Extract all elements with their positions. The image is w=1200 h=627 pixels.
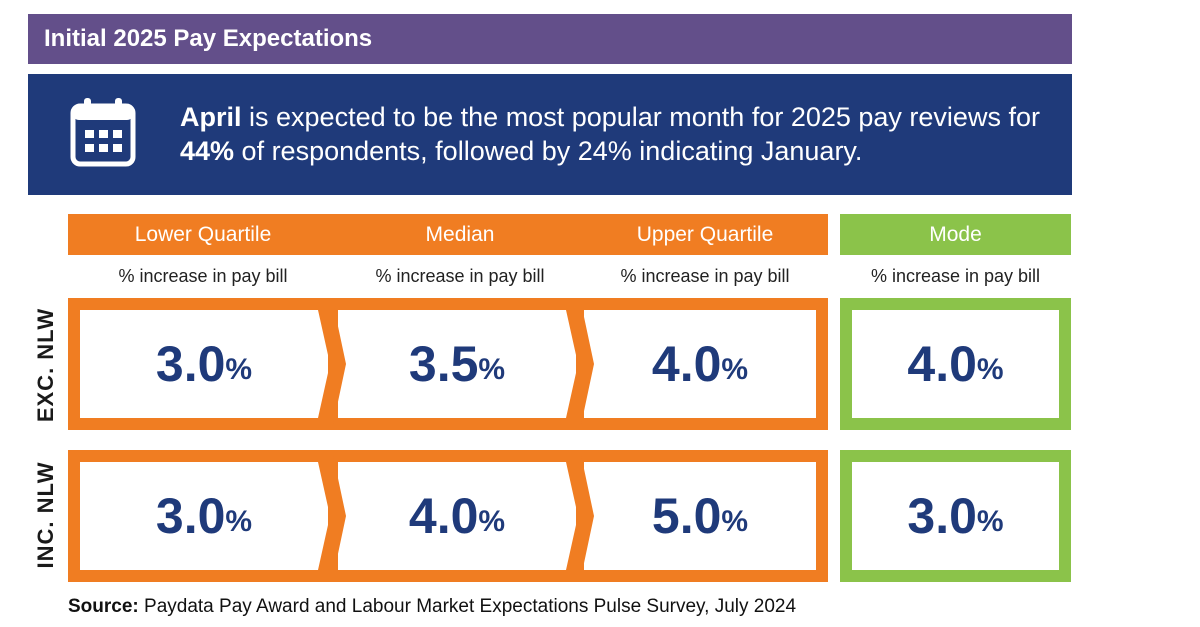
row-label-inc-nlw-text: INC. NLW xyxy=(33,461,58,569)
banner-percent: 44% xyxy=(180,136,235,166)
value-inc-median: 4.0% xyxy=(338,462,576,570)
header-median: Median xyxy=(338,214,582,255)
value-inc-lower-quartile: 3.0% xyxy=(80,462,328,570)
banner-text-part2: of respondents, followed by 24% indicati… xyxy=(234,136,863,166)
row-label-inc-nlw: INC. NLW xyxy=(24,450,68,580)
header-mode: Mode xyxy=(840,214,1071,255)
value-inc-upper-quartile: 5.0% xyxy=(584,462,816,570)
value-number: 4.0 xyxy=(907,336,977,392)
row-exc-nlw-quartiles: 3.0% 3.5% 4.0% xyxy=(68,298,828,430)
value-number: 3.0 xyxy=(155,488,226,544)
source-text: Paydata Pay Award and Labour Market Expe… xyxy=(138,596,797,617)
banner-month: April xyxy=(180,102,242,132)
calendar-icon xyxy=(70,98,136,167)
row-inc-nlw-quartiles: 3.0% 4.0% 5.0% xyxy=(68,450,828,582)
sub-label-upper-quartile: % increase in pay bill xyxy=(620,266,790,286)
sub-label-mode: % increase in pay bill xyxy=(870,266,1041,286)
value-number: 3.0 xyxy=(907,488,977,544)
percent-sign: % xyxy=(721,505,749,538)
header-lower-quartile: Lower Quartile xyxy=(68,214,338,255)
value-number: 4.0 xyxy=(651,336,722,392)
chevron-divider-icon xyxy=(566,298,594,430)
row-inc-nlw-mode: 3.0% xyxy=(840,450,1071,582)
sub-label-lower-quartile: % increase in pay bill xyxy=(118,266,288,286)
row-label-exc-nlw-text: EXC. NLW xyxy=(33,307,58,423)
row-exc-nlw-mode: 4.0% xyxy=(840,298,1071,430)
value-inc-mode: 3.0% xyxy=(852,462,1059,570)
row-label-exc-nlw: EXC. NLW xyxy=(24,300,68,430)
percent-sign: % xyxy=(976,353,1004,386)
source-label: Source: xyxy=(68,596,139,617)
percent-sign: % xyxy=(225,505,253,538)
source-note: Source: Paydata Pay Award and Labour Mar… xyxy=(68,596,796,618)
page-title: Initial 2025 Pay Expectations xyxy=(28,14,1072,64)
value-exc-lower-quartile: 3.0% xyxy=(80,310,328,418)
percent-sign: % xyxy=(976,505,1004,538)
chevron-divider-icon xyxy=(318,450,346,582)
chevron-divider-icon xyxy=(566,450,594,582)
percent-sign: % xyxy=(225,353,253,386)
banner-text: April is expected to be the most popular… xyxy=(180,100,1050,168)
chevron-divider-icon xyxy=(318,298,346,430)
value-number: 4.0 xyxy=(408,488,479,544)
info-banner: April is expected to be the most popular… xyxy=(28,74,1072,195)
value-exc-median: 3.5% xyxy=(338,310,576,418)
percent-sign: % xyxy=(478,505,506,538)
value-number: 5.0 xyxy=(651,488,722,544)
banner-text-part1: is expected to be the most popular month… xyxy=(241,102,1040,132)
value-number: 3.5 xyxy=(408,336,479,392)
value-number: 3.0 xyxy=(155,336,226,392)
sub-label-median: % increase in pay bill xyxy=(375,266,545,286)
percent-sign: % xyxy=(478,353,506,386)
percent-sign: % xyxy=(721,353,749,386)
header-upper-quartile: Upper Quartile xyxy=(582,214,828,255)
value-exc-mode: 4.0% xyxy=(852,310,1059,418)
value-exc-upper-quartile: 4.0% xyxy=(584,310,816,418)
